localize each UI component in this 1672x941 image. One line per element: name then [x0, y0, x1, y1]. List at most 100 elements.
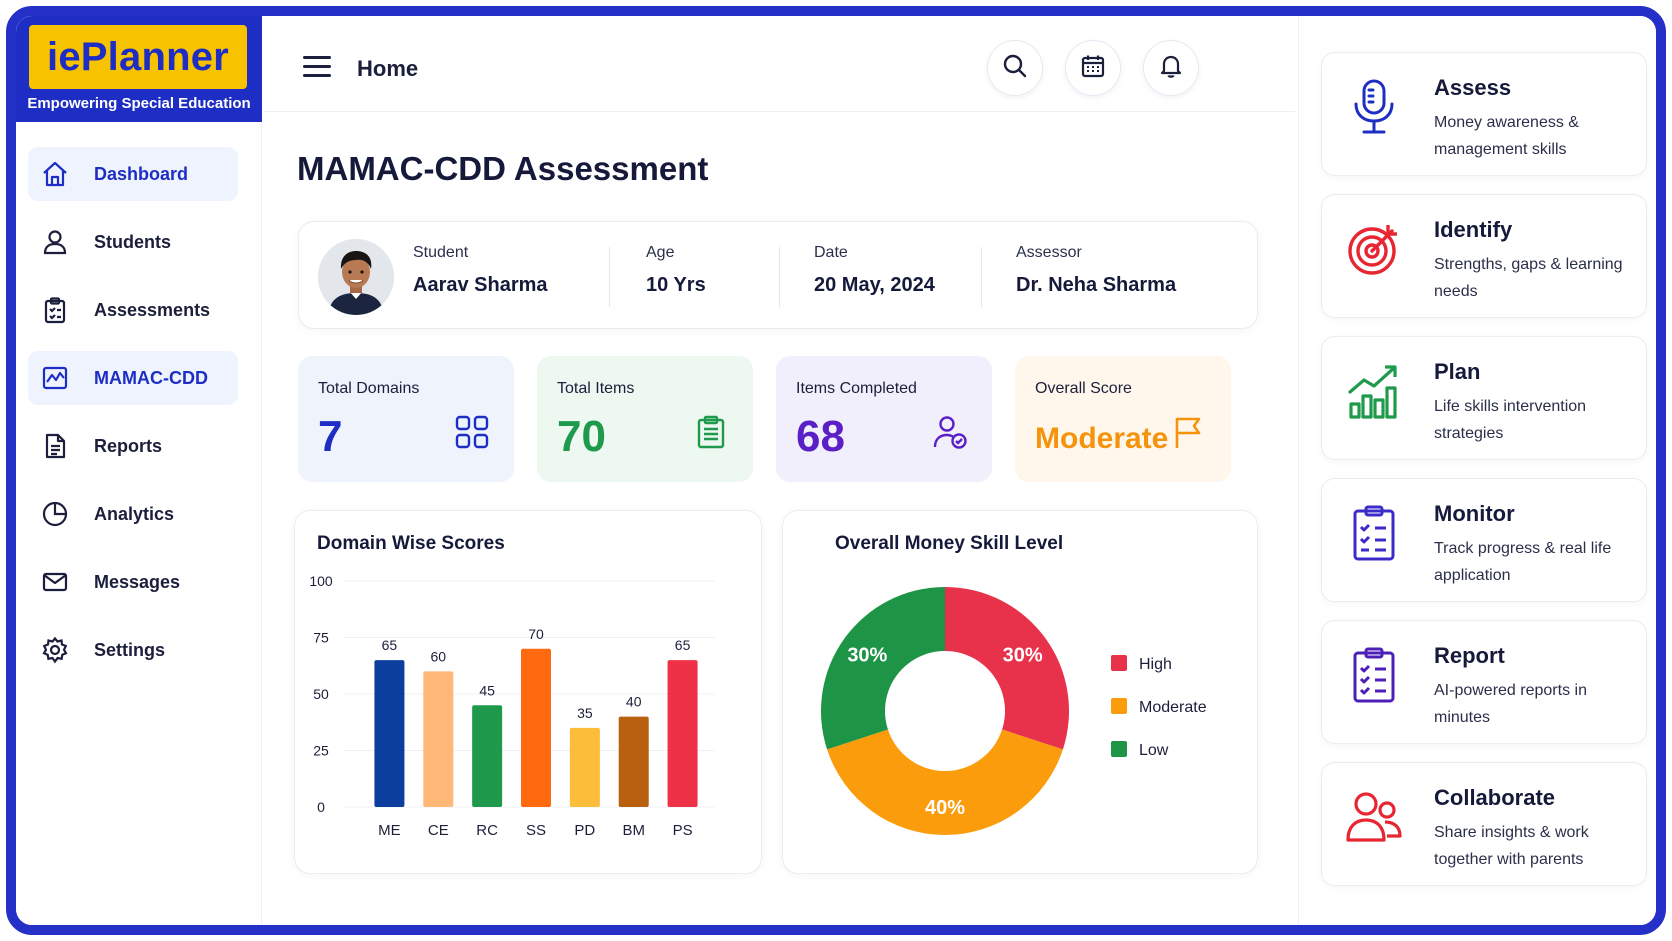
app-frame: iePlanner Empowering Special Education D…	[6, 6, 1666, 935]
stat-overall-score[interactable]: Overall Score Moderate	[1015, 356, 1231, 482]
feature-title: Monitor	[1434, 501, 1515, 526]
feature-desc: Life skills intervention strategies	[1434, 398, 1587, 442]
user-check-icon	[932, 414, 968, 450]
feature-card-report[interactable]: Report AI-powered reports in minutes	[1321, 620, 1647, 744]
legend-label: High	[1139, 656, 1172, 673]
sidebar-item-messages[interactable]: Messages	[28, 555, 238, 609]
x-tick-label: SS	[526, 822, 546, 839]
assessor-label: Assessor	[1016, 244, 1082, 261]
sidebar-nav: Dashboard Students Assessments MAMAC-CDD	[28, 147, 238, 691]
brand: iePlanner Empowering Special Education	[16, 16, 262, 122]
avatar	[318, 239, 394, 315]
domain-scores-panel: Domain Wise Scores 0 25 50 75 100 65 ME 60 CE 45 R…	[294, 510, 762, 874]
bar-rc	[472, 705, 503, 807]
assessor-block: Assessor Dr. Neha Sharma	[1016, 244, 1176, 297]
date-label: Date	[814, 244, 848, 261]
bar-ps	[667, 660, 698, 807]
slice-label: 30%	[1003, 645, 1043, 667]
student-name: Aarav Sharma	[413, 274, 548, 296]
stat-total-items[interactable]: Total Items 70	[537, 356, 753, 482]
age-label: Age	[646, 244, 675, 261]
bar-ce	[423, 671, 454, 807]
checklist-icon	[1342, 501, 1406, 565]
calendar-icon	[1080, 53, 1106, 84]
user-icon	[40, 227, 70, 257]
feature-desc: Track progress & real life application	[1434, 540, 1612, 584]
stat-value: 7	[318, 412, 343, 461]
sidebar-item-label: Settings	[94, 639, 166, 660]
age-value: 10 Yrs	[646, 274, 706, 296]
top-header: Home	[263, 16, 1295, 112]
feature-desc: Share insights & work together with pare…	[1434, 824, 1589, 868]
feature-card-monitor[interactable]: Monitor Track progress & real life appli…	[1321, 478, 1647, 602]
feature-title: Collaborate	[1434, 785, 1556, 810]
sidebar-item-reports[interactable]: Reports	[28, 419, 238, 473]
pie-chart-icon	[40, 499, 70, 529]
x-tick-label: BM	[622, 822, 645, 839]
legend-swatch	[1111, 655, 1127, 671]
bar-data-label: 35	[577, 705, 593, 721]
feature-card-assess[interactable]: Assess Money awareness & management skil…	[1321, 52, 1647, 176]
notifications-button[interactable]	[1143, 40, 1199, 96]
sidebar-item-settings[interactable]: Settings	[28, 623, 238, 677]
flag-icon	[1171, 414, 1207, 450]
calendar-button[interactable]	[1065, 40, 1121, 96]
page-title: MAMAC-CDD Assessment	[297, 150, 709, 187]
stat-items-completed[interactable]: Items Completed 68	[776, 356, 992, 482]
sidebar-item-dashboard[interactable]: Dashboard	[28, 147, 238, 201]
sidebar-item-mamac-cdd[interactable]: MAMAC-CDD	[28, 351, 238, 405]
sidebar-item-students[interactable]: Students	[28, 215, 238, 269]
search-button[interactable]	[987, 40, 1043, 96]
home-icon	[40, 159, 70, 189]
grid-icon	[454, 414, 490, 450]
slice-label: 30%	[847, 645, 887, 667]
clipboard-icon	[40, 295, 70, 325]
feature-card-collaborate[interactable]: Collaborate Share insights & work togeth…	[1321, 762, 1647, 886]
document-icon	[40, 431, 70, 461]
date-value: 20 May, 2024	[814, 274, 935, 296]
x-tick-label: PS	[673, 822, 693, 839]
donut-chart: 30% 40% 30% High Moderate Low	[821, 587, 1207, 835]
divider	[609, 247, 610, 307]
sidebar-item-label: Reports	[94, 435, 163, 456]
chart-title: Overall Money Skill Level	[835, 533, 1064, 554]
stat-label: Total Items	[557, 380, 635, 397]
feature-desc: Money awareness & management skills	[1434, 114, 1579, 158]
y-tick-label: 100	[309, 573, 333, 589]
bar-data-label: 65	[675, 637, 691, 653]
feature-desc: Strengths, gaps & learning needs	[1434, 256, 1623, 300]
chart-title: Domain Wise Scores	[317, 533, 505, 554]
feature-title: Report	[1434, 643, 1505, 668]
sidebar-item-analytics[interactable]: Analytics	[28, 487, 238, 541]
mail-icon	[40, 567, 70, 597]
stat-value: 70	[557, 412, 606, 461]
divider	[779, 247, 780, 307]
donut-slice-low	[821, 587, 945, 750]
bar-data-label: 65	[382, 637, 398, 653]
x-tick-label: CE	[428, 822, 449, 839]
bar-me	[374, 660, 405, 807]
logo-text: iePlanner	[47, 34, 229, 79]
feature-title: Assess	[1434, 75, 1512, 100]
bell-icon	[1158, 53, 1184, 84]
search-icon	[1002, 53, 1028, 84]
sidebar-item-label: Messages	[94, 571, 181, 592]
bar-bm	[618, 716, 649, 807]
people-icon	[1342, 785, 1406, 849]
feature-card-plan[interactable]: Plan Life skills intervention strategies	[1321, 336, 1647, 460]
student-name-block: Student Aarav Sharma	[413, 244, 548, 297]
bar-data-label: 45	[479, 682, 495, 698]
stat-value: 68	[796, 412, 845, 461]
breadcrumb: Home	[357, 56, 419, 81]
feature-card-identify[interactable]: Identify Strengths, gaps & learning need…	[1321, 194, 1647, 318]
slice-label: 40%	[925, 797, 965, 819]
bar-data-label: 60	[430, 648, 446, 664]
growth-chart-icon	[1342, 359, 1406, 423]
stat-total-domains[interactable]: Total Domains 7	[298, 356, 514, 482]
menu-icon[interactable]	[303, 56, 331, 78]
sidebar-item-assessments[interactable]: Assessments	[28, 283, 238, 337]
feature-title: Identify	[1434, 217, 1513, 242]
money-skill-panel: Overall Money Skill Level 30% 40% 30% High M…	[782, 510, 1258, 874]
bar-chart: 0 25 50 75 100 65 ME 60 CE 45 RC 70 SS 35 PD 40 BM 65 PS	[309, 573, 715, 839]
logo[interactable]: iePlanner	[29, 25, 247, 89]
